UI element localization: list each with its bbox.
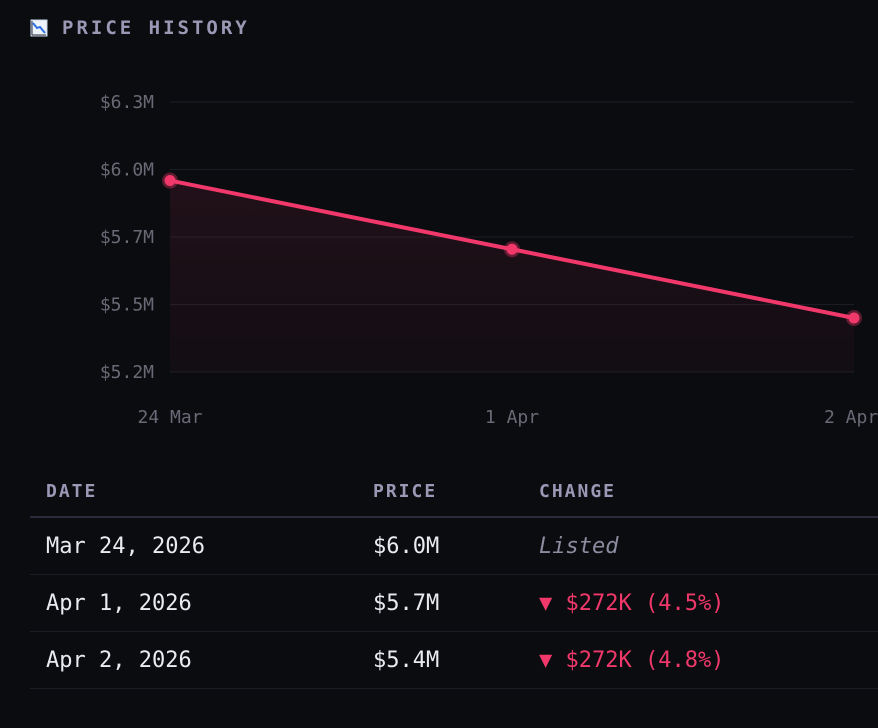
row-date: Apr 2, 2026 — [46, 647, 192, 673]
y-tick-label: $6.0M — [100, 160, 154, 181]
row-change: ▼ $272K (4.5%) — [539, 590, 725, 616]
y-tick-label: $6.3M — [100, 92, 154, 113]
row-price: $5.7M — [373, 590, 440, 616]
chart-decreasing-icon — [30, 19, 48, 37]
table-row: Apr 1, 2026 $5.7M ▼ $272K (4.5%) — [30, 575, 878, 632]
price-history-table: DATE PRICE CHANGE Mar 24, 2026 $6.0M Lis… — [30, 466, 878, 689]
column-header-date: DATE — [46, 480, 98, 502]
row-change: Listed — [539, 533, 619, 559]
column-header-price: PRICE — [373, 480, 438, 502]
y-tick-label: $5.2M — [100, 362, 154, 383]
x-tick-label: 24 Mar — [137, 407, 202, 428]
data-point[interactable] — [848, 312, 860, 324]
y-tick-label: $5.5M — [100, 295, 154, 316]
table-row: Apr 2, 2026 $5.4M ▼ $272K (4.8%) — [30, 632, 878, 689]
data-point[interactable] — [506, 243, 518, 255]
section-title: PRICE HISTORY — [62, 17, 250, 39]
price-chart-svg: $6.3M $6.0M $5.7M $5.5M $5.2M 24 Mar 1 Apr 2 Ap… — [100, 92, 878, 428]
row-change: ▼ $272K (4.8%) — [539, 647, 725, 673]
data-point[interactable] — [164, 175, 176, 187]
price-chart: $6.3M $6.0M $5.7M $5.5M $5.2M 24 Mar 1 Apr 2 Ap… — [0, 70, 878, 450]
row-date: Mar 24, 2026 — [46, 533, 205, 559]
table-row: Mar 24, 2026 $6.0M Listed — [30, 518, 878, 575]
row-price: $6.0M — [373, 533, 440, 559]
row-price: $5.4M — [373, 647, 440, 673]
section-header: PRICE HISTORY — [30, 14, 250, 42]
y-tick-label: $5.7M — [100, 227, 154, 248]
price-area — [170, 180, 854, 372]
row-date: Apr 1, 2026 — [46, 590, 192, 616]
column-header-change: CHANGE — [539, 480, 617, 502]
x-tick-label: 2 Apr — [824, 407, 878, 428]
table-header: DATE PRICE CHANGE — [30, 466, 878, 518]
x-tick-label: 1 Apr — [485, 407, 539, 428]
